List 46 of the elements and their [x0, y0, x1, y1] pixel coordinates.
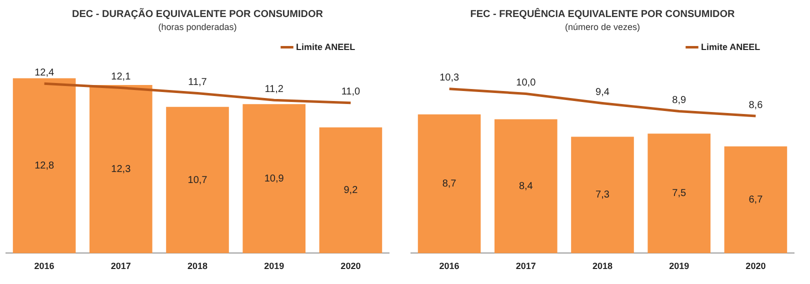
x-tick-label: 2017 [516, 261, 536, 272]
data-label: 8,6 [748, 100, 764, 111]
x-tick-label: 2020 [340, 261, 361, 272]
x-tick-label: 2016 [439, 261, 460, 272]
data-label: 10,9 [264, 173, 284, 184]
x-tick-label: 2019 [264, 261, 284, 272]
bar [89, 85, 152, 254]
bar [494, 119, 558, 254]
legend-label: Limite ANEEL [700, 42, 761, 52]
data-label: 9,4 [596, 87, 610, 98]
bar [12, 78, 76, 254]
data-label: 11,7 [188, 76, 208, 88]
data-label: 8,9 [672, 94, 686, 106]
data-label: 11,0 [341, 86, 360, 98]
data-label: 8,4 [518, 180, 534, 192]
bar [242, 104, 306, 254]
x-tick-label: 2018 [187, 261, 208, 272]
data-label: 12,8 [34, 160, 54, 172]
x-tick-label: 2020 [746, 261, 766, 272]
bar [571, 136, 634, 254]
chart-subtitle: (horas ponderadas) [158, 22, 237, 32]
data-label: 12,3 [111, 164, 132, 175]
bar [724, 146, 788, 254]
data-label: 12,1 [111, 72, 132, 83]
bar [166, 106, 229, 254]
x-tick-label: 2017 [110, 261, 131, 272]
bar [319, 127, 382, 254]
chart-title: FEC - FREQUÊNCIA EQUIVALENTE POR CONSUMIDOR [470, 8, 736, 20]
chart-title: DEC - DURAÇÃO EQUIVALENTE POR CONSUMIDOR [72, 8, 324, 20]
legend-label: Limite ANEEL [296, 42, 356, 52]
data-label: 8,7 [442, 178, 457, 190]
data-label: 11,2 [264, 84, 284, 95]
data-label: 7,5 [672, 188, 686, 200]
data-label: 10,0 [516, 77, 536, 88]
data-label: 12,4 [34, 67, 54, 78]
x-tick-label: 2018 [592, 261, 613, 272]
bar [418, 114, 481, 254]
chart-subtitle: (número de vezes) [564, 22, 640, 32]
data-label: 7,3 [596, 190, 610, 201]
x-tick-label: 2016 [34, 261, 54, 272]
x-tick-label: 2019 [669, 261, 690, 272]
bar [648, 134, 711, 254]
data-label: 9,2 [344, 185, 358, 196]
data-label: 10,3 [440, 72, 460, 84]
data-label: 6,7 [748, 194, 764, 206]
data-label: 10,7 [188, 174, 208, 186]
